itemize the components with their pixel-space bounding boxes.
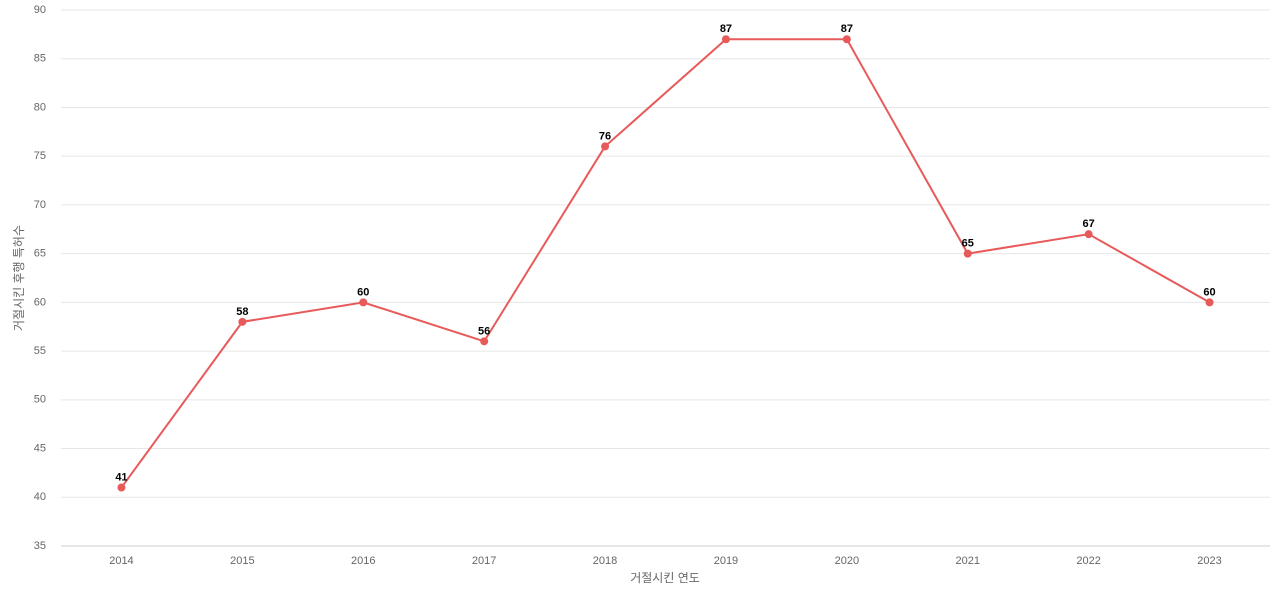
data-label: 87: [720, 23, 732, 35]
x-tick-label: 2021: [956, 555, 980, 567]
y-tick-label: 70: [34, 199, 46, 211]
point: [117, 483, 126, 492]
line: [120, 38, 1211, 489]
y-tick-label: 35: [34, 540, 46, 552]
point: [721, 35, 730, 44]
point: [359, 298, 368, 307]
y-tick-label: 65: [34, 248, 46, 260]
data-label: 76: [599, 130, 611, 142]
data-label: 56: [478, 325, 490, 337]
point: [601, 142, 610, 151]
y-tick-label: 90: [34, 4, 46, 16]
point: [480, 337, 489, 346]
point: [1205, 298, 1214, 307]
x-tick-label: 2016: [351, 555, 375, 567]
data-label: 60: [357, 286, 369, 298]
data-label: 65: [962, 238, 974, 250]
y-tick-label: 60: [34, 296, 46, 308]
data-label: 41: [115, 471, 127, 483]
y-tick-label: 55: [34, 345, 46, 357]
data-label: 67: [1083, 218, 1095, 230]
x-tick-label: 2015: [230, 555, 254, 567]
x-tick-label: 2023: [1197, 555, 1221, 567]
point: [1084, 230, 1093, 239]
y-axis-title: 거절시킨 후행 특허수: [11, 225, 26, 331]
y-tick-label: 50: [34, 394, 46, 406]
y-tick-label: 45: [34, 442, 46, 454]
data-label: 60: [1203, 286, 1215, 298]
x-tick-label: 2017: [472, 555, 496, 567]
data-label: 87: [841, 23, 853, 35]
x-axis-title: 거절시킨 연도: [630, 571, 700, 585]
point: [842, 35, 851, 44]
data-label: 58: [236, 306, 248, 318]
x-tick-label: 2019: [714, 555, 738, 567]
x-tick-label: 2018: [593, 555, 617, 567]
y-tick-label: 75: [34, 150, 46, 162]
x-tick-label: 2022: [1076, 555, 1100, 567]
point: [238, 317, 247, 326]
y-tick-label: 85: [34, 53, 46, 65]
y-tick-label: 40: [34, 491, 46, 503]
point: [963, 249, 972, 258]
x-tick-label: 2020: [835, 555, 859, 567]
y-tick-label: 80: [34, 101, 46, 113]
x-tick-label: 2014: [109, 555, 133, 567]
